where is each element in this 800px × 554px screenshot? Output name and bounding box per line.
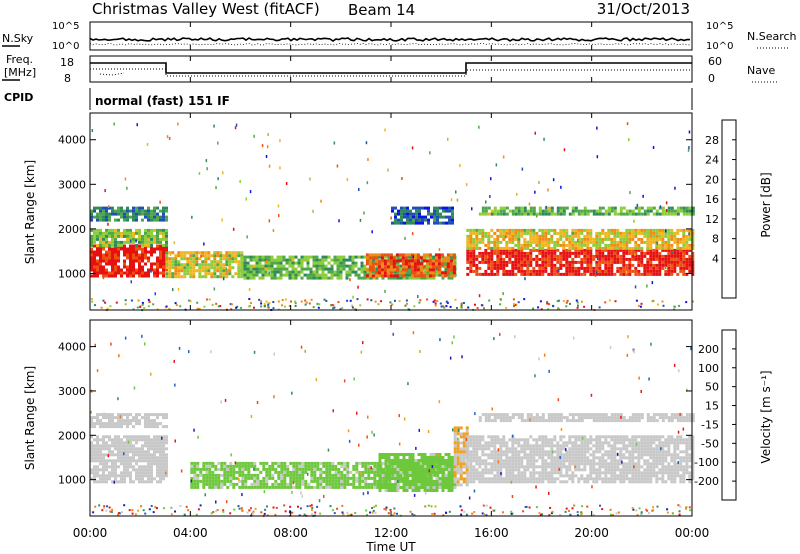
power-scattered-echoes — [91, 122, 691, 299]
noise-search-line — [89, 43, 691, 46]
power-near-range-echoes — [90, 298, 694, 312]
velocity-colorbar-tick-label: 15 — [705, 400, 719, 413]
frequency-line — [90, 62, 692, 74]
power-colorbar-tick-label: 24 — [705, 154, 719, 167]
velocity-colorbar-label: Velocity [m s⁻¹] — [759, 370, 773, 463]
power-colorbar-tick-label: 8 — [712, 233, 719, 246]
cpid-label: CPID — [4, 91, 33, 104]
nave-line — [90, 68, 692, 77]
power-colorbar-tick-label: 28 — [705, 134, 719, 147]
nave-tick-top: 60 — [708, 55, 722, 68]
velocity-ylabel: Slant Range [km] — [23, 366, 37, 470]
xtick-label: 12:00 — [374, 526, 409, 540]
velocity-colorbar-tick-label: -100 — [694, 456, 719, 469]
power-field — [90, 122, 695, 312]
power-band-3 — [165, 251, 244, 279]
power-colorbar-tick-label: 20 — [705, 173, 719, 186]
velocity-band-0 — [90, 435, 168, 484]
power-ytick-label: 3000 — [58, 178, 86, 191]
noise-sky-label: N.Sky — [2, 32, 34, 45]
velocity-field — [90, 331, 695, 517]
power-band-9 — [478, 206, 695, 216]
velocity-band-4 — [453, 426, 469, 487]
time-axis: 00:00 04:00 08:00 12:00 16:00 20:00 00:00 — [73, 22, 710, 540]
noise-sky-line — [89, 37, 690, 42]
noise-search-label: N.Search — [747, 30, 797, 43]
velocity-colorbar: 200 100 50 15 -15 -50 -100 -200 — [694, 329, 737, 501]
noise-right-tick-bottom: 10^0 — [706, 41, 733, 52]
xtick-label: 00:00 — [73, 526, 108, 540]
freq-tick-top: 18 — [60, 56, 74, 69]
power-band-2 — [90, 206, 168, 222]
power-colorbar-tick-label: 4 — [712, 252, 719, 265]
power-band-8 — [466, 228, 695, 250]
velocity-colorbar-tick-label: 200 — [698, 343, 719, 356]
power-colorbar-tick-label: 16 — [705, 193, 719, 206]
power-band-5 — [365, 253, 456, 278]
velocity-colorbar-tick-label: -15 — [701, 418, 719, 431]
xtick-label: 08:00 — [273, 526, 308, 540]
noise-panel: N.Sky 10^5 10^0 10^5 10^0 N.Search — [2, 21, 797, 52]
velocity-yticks: 4000 3000 2000 1000 — [58, 341, 692, 487]
velocity-panel: 4000 3000 2000 1000 Slant Range [km] 200 100… — [23, 319, 773, 517]
velocity-scattered-echoes — [90, 331, 692, 504]
nave-early-dots — [99, 72, 125, 76]
velocity-colorbar-tick-label: 100 — [698, 362, 719, 375]
cpid-mode: normal (fast) 151 IF — [95, 94, 230, 108]
power-colorbar-tick-label: 12 — [705, 213, 719, 226]
xaxis-label: Time UT — [365, 540, 416, 554]
velocity-band-5 — [466, 435, 695, 484]
power-ylabel: Slant Range [km] — [23, 160, 37, 264]
power-band-1 — [90, 228, 168, 247]
xtick-label: 00:00 — [675, 526, 710, 540]
nave-tick-bottom: 0 — [708, 72, 715, 85]
velocity-ytick-label: 2000 — [58, 429, 86, 442]
station-title: Christmas Valley West (fitACF) — [92, 0, 320, 18]
nave-label: Nave — [747, 64, 775, 77]
power-panel: 4000 3000 2000 1000 Slant Range [km] 28 24 20… — [23, 112, 773, 312]
noise-left-tick-top: 10^5 — [52, 21, 79, 32]
power-yticks: 4000 3000 2000 1000 — [58, 134, 692, 280]
power-band-0 — [90, 244, 168, 278]
noise-left-tick-bottom: 10^0 — [52, 41, 79, 52]
power-ytick-label: 1000 — [58, 267, 86, 280]
xtick-label: 20:00 — [574, 526, 609, 540]
xtick-label: 16:00 — [474, 526, 509, 540]
power-colorbar: 28 24 20 16 12 8 4 — [705, 119, 737, 299]
power-band-7 — [466, 248, 695, 276]
freq-label-2: [MHz] — [4, 66, 36, 79]
velocity-band-1 — [90, 413, 168, 429]
velocity-colorbar-tick-label: 50 — [705, 381, 719, 394]
beam-label: Beam 14 — [348, 1, 415, 19]
xtick-label: 04:00 — [173, 526, 208, 540]
velocity-colorbar-tick-label: -200 — [694, 475, 719, 488]
velocity-ytick-label: 1000 — [58, 474, 86, 487]
frequency-panel: Freq. [MHz] 18 8 60 0 Nave — [2, 53, 778, 85]
velocity-near-range-echoes — [92, 504, 692, 517]
velocity-band-6 — [478, 413, 695, 423]
power-ytick-label: 4000 — [58, 134, 86, 147]
freq-label-1: Freq. — [6, 53, 33, 66]
power-band-6 — [391, 206, 454, 225]
velocity-band-3 — [378, 453, 457, 492]
velocity-ytick-label: 3000 — [58, 385, 86, 398]
cpid-panel: CPID normal (fast) 151 IF — [4, 88, 693, 110]
date-label: 31/Oct/2013 — [597, 0, 690, 18]
velocity-ytick-label: 4000 — [58, 341, 86, 354]
freq-tick-bottom: 8 — [64, 72, 71, 85]
velocity-colorbar-tick-label: -50 — [701, 437, 719, 450]
power-colorbar-label: Power [dB] — [759, 172, 773, 237]
noise-right-tick-top: 10^5 — [706, 21, 733, 32]
power-ytick-label: 2000 — [58, 223, 86, 236]
